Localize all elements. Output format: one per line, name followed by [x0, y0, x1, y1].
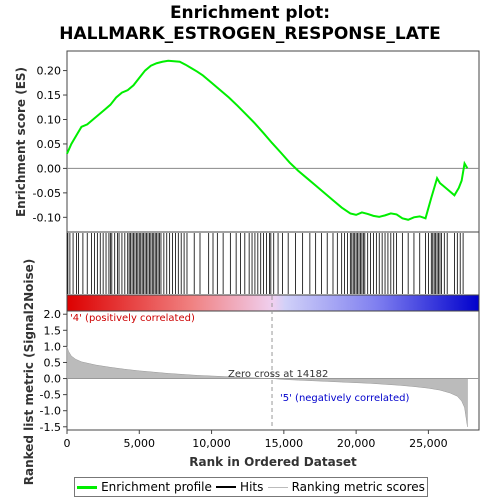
chart-title-line-2: HALLMARK_ESTROGEN_RESPONSE_LATE: [59, 24, 441, 44]
x-tick-label: 20,000: [337, 437, 376, 450]
es-y-axis-label: Enrichment score (ES): [14, 67, 28, 217]
metric-y-tick-label: 1.5: [44, 324, 62, 337]
metric-y-ticks: -1.5 -1.0 -0.5 0.0 0.5 1.0 1.5 2.0: [40, 308, 67, 434]
x-tick-label: 10,000: [192, 437, 231, 450]
legend-label-enrichment-profile: Enrichment profile: [101, 480, 212, 494]
es-y-tick-label: 0.15: [37, 89, 62, 102]
es-panel-frame: [66, 50, 480, 233]
es-y-ticks: -0.10 -0.05 0.00 0.05 0.10 0.15 0.20: [33, 65, 67, 224]
es-y-tick-label: 0.20: [37, 65, 62, 78]
es-y-tick-label: 0.10: [37, 113, 62, 126]
es-y-tick-label: 0.00: [37, 162, 62, 175]
legend-swatch-ranking-metric: [267, 486, 288, 488]
negative-correlation-label: '5' (negatively correlated): [280, 393, 409, 404]
metric-y-tick-label: -0.5: [40, 389, 61, 402]
metric-y-tick-label: 2.0: [44, 308, 62, 321]
x-axis-ticks: 0 5,000 10,000 15,000 20,000 25,000: [64, 430, 448, 450]
x-tick-label: 0: [64, 437, 71, 450]
x-tick-label: 5,000: [124, 437, 156, 450]
x-axis-label: Rank in Ordered Dataset: [189, 455, 357, 469]
legend-label-hits: Hits: [240, 480, 264, 494]
enrichment-profile-line: [66, 59, 469, 221]
legend-item-ranking-metric: Ranking metric scores: [267, 480, 425, 494]
es-y-tick-label: -0.10: [33, 211, 61, 224]
positive-correlation-label: '4' (positively correlated): [70, 313, 195, 324]
legend-swatch-enrichment-profile: [77, 485, 98, 489]
hits-panel-frame: [66, 231, 480, 296]
legend: Enrichment profile Hits Ranking metric s…: [74, 477, 428, 497]
chart-title-line-1: Enrichment plot:: [170, 3, 330, 23]
legend-label-ranking-metric: Ranking metric scores: [291, 480, 425, 494]
legend-item-enrichment-profile: Enrichment profile: [77, 480, 212, 494]
legend-item-hits: Hits: [216, 480, 263, 494]
x-tick-label: 15,000: [265, 437, 304, 450]
zero-cross-annotation: Zero cross at 14182: [228, 369, 328, 380]
es-y-tick-label: 0.05: [37, 138, 62, 151]
x-tick-label: 25,000: [409, 437, 448, 450]
es-y-tick-label: -0.05: [33, 187, 61, 200]
metric-y-tick-label: -1.5: [40, 421, 61, 434]
hits-markers: [67, 233, 464, 294]
metric-y-axis-label: Ranked list metric (Signal2Noise): [22, 259, 36, 486]
metric-y-tick-label: 1.0: [44, 340, 62, 353]
ranking-color-bar: [66, 294, 480, 312]
metric-y-tick-label: 0.5: [44, 356, 62, 369]
metric-y-tick-label: -1.0: [40, 405, 61, 418]
metric-y-tick-label: 0.0: [44, 373, 62, 386]
legend-swatch-hits: [216, 486, 237, 488]
